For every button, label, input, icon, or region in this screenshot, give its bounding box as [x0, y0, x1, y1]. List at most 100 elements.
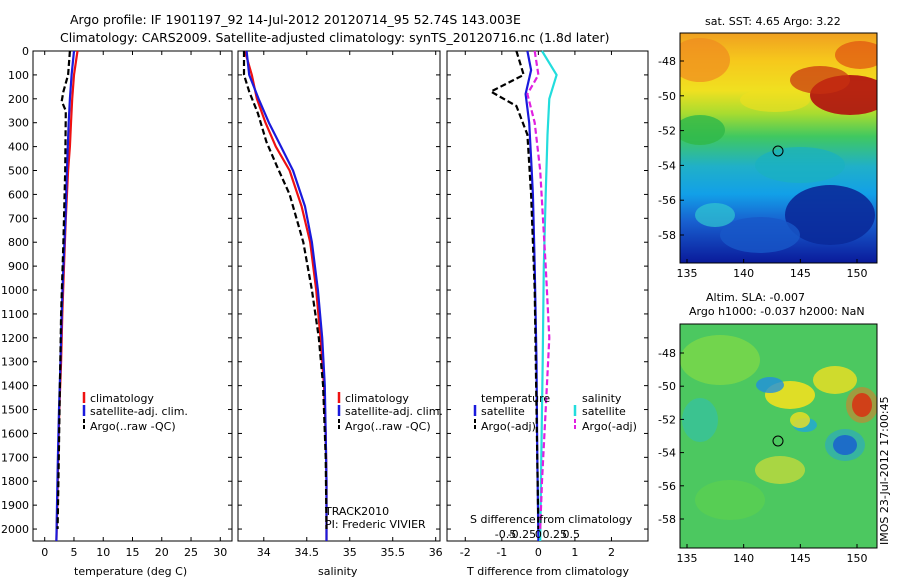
y-tick-label: 100 — [8, 69, 29, 82]
salinity-legend: climatology satellite-adj. clim. Argo(..… — [337, 392, 443, 433]
y-tick-label: 1700 — [1, 451, 29, 464]
legend-label-temp-argo: Argo(-adj) — [481, 420, 536, 433]
legend-label-satellite: satellite-adj. clim. — [90, 405, 188, 418]
map-x-tick-label: 145 — [790, 267, 811, 280]
x-tick-label: 20 — [155, 546, 169, 559]
y-tick-label: 1100 — [1, 308, 29, 321]
x-tick-label: 2 — [608, 546, 615, 559]
legend-heading-temperature: temperature — [481, 392, 550, 405]
x-tick-label: -1 — [496, 546, 507, 559]
y-tick-label: 1900 — [1, 499, 29, 512]
y-tick-label: 1400 — [1, 380, 29, 393]
salinity-xlabel: salinity — [318, 565, 358, 578]
x2-tick-label: -0.5 — [495, 528, 516, 541]
map-x-tick-label: 150 — [847, 552, 868, 565]
legend-label-temp-satellite: satellite — [481, 405, 525, 418]
map-y-tick-label: -58 — [658, 513, 676, 526]
x-tick-label: 1 — [571, 546, 578, 559]
series-line-salinity-satellite — [539, 50, 558, 542]
sst-map-image — [680, 33, 877, 263]
temperature-y-ticks: 0 100 200 300 400 500 600 700 800 900 1000 1100 1200… — [1, 45, 232, 536]
x-tick-label: 5 — [70, 546, 77, 559]
y-tick-label: 900 — [8, 260, 29, 273]
sst-map-panel: sat. SST: 4.65 Argo: 3.22 -48 -50 -52 -54 -5… — [658, 15, 878, 280]
difference-x2-ticks: -0.5-0.250 0.250.5 — [495, 528, 580, 541]
sla-argo-marker — [772, 435, 784, 447]
map-y-tick-label: -56 — [658, 480, 676, 493]
sst-map-frame — [679, 32, 878, 264]
y-tick-label: 600 — [8, 188, 29, 201]
y-tick-label: 1600 — [1, 427, 29, 440]
series-line-satellite-adj-clim — [245, 50, 328, 541]
y-tick-label: 1000 — [1, 284, 29, 297]
difference-x2label: S difference from climatology — [470, 513, 633, 526]
y-tick-label: 700 — [8, 212, 29, 225]
x-tick-label: 36 — [429, 546, 443, 559]
map-y-tick-label: -56 — [658, 194, 676, 207]
y-tick-label: 1200 — [1, 332, 29, 345]
y-tick-label: 1800 — [1, 475, 29, 488]
map-y-tick-label: -54 — [658, 159, 676, 172]
legend-label-sal-argo: Argo(-adj) — [582, 420, 637, 433]
figure-title-line2: Climatology: CARS2009. Satellite-adjuste… — [60, 30, 610, 45]
map-y-tick-label: -54 — [658, 447, 676, 460]
sla-map-x-ticks: 135 140 145 150 — [677, 544, 868, 565]
series-line-argo-raw-qc — [242, 51, 328, 530]
x2-tick-label: 0 — [535, 528, 542, 541]
x-tick-label: 30 — [213, 546, 227, 559]
x-tick-label: 34 — [257, 546, 271, 559]
map-x-tick-label: 135 — [677, 267, 698, 280]
legend-label-climatology: climatology — [345, 392, 409, 405]
difference-x-ticks: -2 -1 0 1 2 — [460, 51, 615, 559]
x-tick-label: 35.5 — [380, 546, 405, 559]
imos-watermark: IMOS 23-Jul-2012 17:00:45 — [878, 396, 891, 545]
y-tick-label: 2000 — [1, 523, 29, 536]
salinity-panel: 34 34.5 35 35.5 36 climatology satellite-adj… — [237, 50, 443, 578]
legend-label-sal-satellite: satellite — [582, 405, 626, 418]
salinity-axes-box — [237, 50, 441, 542]
legend-label-argo: Argo(..raw -QC) — [345, 420, 431, 433]
y-tick-label: 500 — [8, 165, 29, 178]
x2-tick-label: 0.5 — [563, 528, 581, 541]
x-tick-label: 34.5 — [295, 546, 320, 559]
legend-label-argo: Argo(..raw -QC) — [90, 420, 176, 433]
map-y-tick-label: -48 — [658, 55, 676, 68]
map-y-tick-label: -52 — [658, 125, 676, 138]
map-y-tick-label: -58 — [658, 229, 676, 242]
temperature-panel: 0100200300400500600700800900100011001200… — [1, 45, 233, 578]
sla-map-y-ticks: -48 -50 -52 -54 -56 -58 — [658, 347, 684, 526]
temperature-xlabel: temperature (deg C) — [74, 565, 187, 578]
y-tick-label: 300 — [8, 117, 29, 130]
salinity-x-ticks: 34 34.5 35 35.5 36 — [257, 51, 443, 559]
sla-map-title-line2: Argo h1000: -0.037 h2000: NaN — [689, 305, 865, 318]
sst-map-x-ticks: 135 140 145 150 — [677, 259, 868, 280]
y-tick-label: 1300 — [1, 356, 29, 369]
salinity-series — [242, 50, 328, 541]
y-tick-label: 1500 — [1, 404, 29, 417]
difference-series — [447, 50, 648, 542]
sst-map-y-ticks: -48 -50 -52 -54 -56 -58 — [658, 55, 684, 242]
salinity-y-ticks — [238, 50, 440, 530]
y-tick-label: 200 — [8, 93, 29, 106]
map-y-tick-label: -48 — [658, 347, 676, 360]
map-y-tick-label: -50 — [658, 90, 676, 103]
map-y-tick-label: -50 — [658, 380, 676, 393]
map-y-tick-label: -52 — [658, 413, 676, 426]
difference-legend: temperature satellite Argo(-adj) salinit… — [473, 392, 637, 433]
sla-map-frame — [679, 323, 878, 549]
temperature-x-ticks: 0 5 10 15 20 25 30 — [41, 51, 227, 559]
y-tick-label: 400 — [8, 141, 29, 154]
temperature-series — [55, 50, 79, 542]
sla-map-panel: Altim. SLA: -0.007 Argo h1000: -0.037 h2… — [658, 291, 878, 565]
x-tick-label: -2 — [460, 546, 471, 559]
salinity-annotation-pi: PI: Frederic VIVIER — [325, 518, 426, 531]
difference-panel: -2 -1 0 1 2 temperature satellite Argo(-adj)… — [446, 50, 649, 578]
x2-tick-label: 0.25 — [543, 528, 568, 541]
legend-heading-salinity: salinity — [582, 392, 622, 405]
map-x-tick-label: 140 — [733, 267, 754, 280]
figure-title-line1: Argo profile: IF 1901197_92 14-Jul-2012 … — [70, 12, 521, 27]
sst-argo-marker — [772, 145, 784, 157]
salinity-annotation-track: TRACK2010 — [324, 505, 389, 518]
x-tick-label: 15 — [126, 546, 140, 559]
